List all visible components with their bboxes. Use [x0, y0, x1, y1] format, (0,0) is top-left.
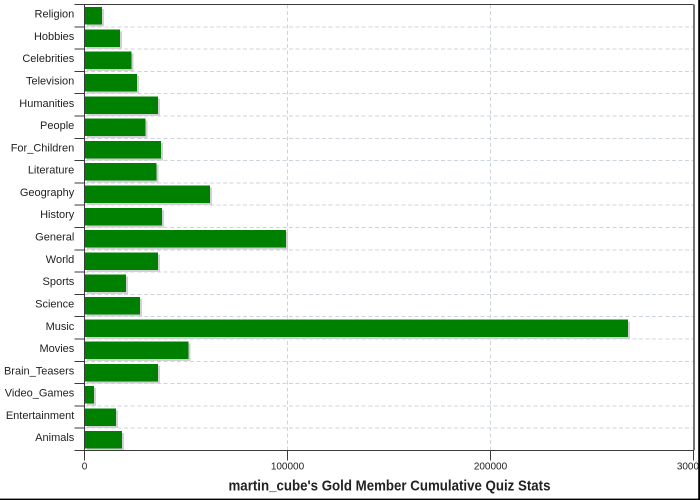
svg-text:Celebrities: Celebrities — [22, 53, 74, 65]
svg-text:Hobbies: Hobbies — [34, 31, 75, 43]
svg-text:People: People — [40, 120, 74, 132]
svg-text:Geography: Geography — [20, 187, 75, 199]
svg-text:Literature: Literature — [28, 165, 74, 177]
svg-text:Brain_Teasers: Brain_Teasers — [4, 365, 75, 377]
svg-text:For_Children: For_Children — [11, 142, 75, 154]
svg-text:Movies: Movies — [39, 343, 74, 355]
svg-text:Entertainment: Entertainment — [6, 410, 74, 422]
svg-text:martin_cube's Gold Member Cumu: martin_cube's Gold Member Cumulative Qui… — [229, 478, 551, 495]
svg-text:Humanities: Humanities — [19, 98, 75, 110]
svg-text:Religion: Religion — [35, 9, 75, 21]
svg-text:Sports: Sports — [43, 276, 75, 288]
svg-text:General: General — [35, 232, 74, 244]
svg-text:Music: Music — [46, 321, 75, 333]
svg-text:Video_Games: Video_Games — [5, 388, 75, 400]
svg-text:0: 0 — [82, 462, 88, 473]
svg-text:Animals: Animals — [35, 432, 75, 444]
svg-text:History: History — [40, 209, 75, 221]
svg-text:300000: 300000 — [677, 462, 700, 473]
svg-text:100000: 100000 — [271, 462, 305, 473]
svg-text:200000: 200000 — [474, 462, 508, 473]
svg-text:Science: Science — [35, 298, 74, 310]
svg-text:Television: Television — [26, 76, 74, 88]
svg-text:World: World — [46, 254, 75, 266]
